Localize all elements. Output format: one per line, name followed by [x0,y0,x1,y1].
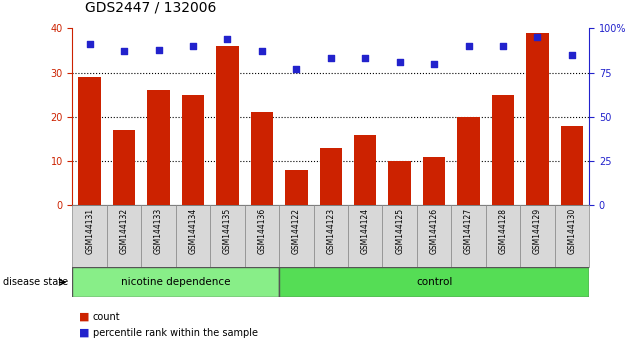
Text: GSM144124: GSM144124 [361,208,370,254]
Bar [251,113,273,205]
Text: count: count [93,312,120,322]
Bar [561,126,583,205]
Bar [389,161,411,205]
Text: GSM144127: GSM144127 [464,208,473,254]
Text: GDS2447 / 132006: GDS2447 / 132006 [85,0,217,14]
Point [464,43,474,49]
Point [532,34,542,40]
Point [222,36,232,42]
Bar [279,267,589,297]
Bar [417,205,451,267]
Text: GSM144132: GSM144132 [120,208,129,254]
Bar [486,205,520,267]
Bar [279,205,314,267]
Bar [285,170,307,205]
Text: percentile rank within the sample: percentile rank within the sample [93,328,258,338]
Bar [79,77,101,205]
Text: control: control [416,277,452,287]
Bar [244,205,279,267]
Text: GSM144125: GSM144125 [395,208,404,254]
Bar [141,205,176,267]
Bar [113,130,135,205]
Point [360,56,370,61]
Text: GSM144134: GSM144134 [188,208,197,254]
Point [154,47,164,52]
Bar [492,95,514,205]
Bar [382,205,417,267]
Bar [319,148,342,205]
Text: GSM144133: GSM144133 [154,208,163,254]
Point [567,52,577,58]
Bar [520,205,554,267]
Point [429,61,439,67]
Bar [526,33,549,205]
Text: GSM144135: GSM144135 [223,208,232,254]
Bar [72,205,107,267]
Text: GSM144128: GSM144128 [498,208,507,254]
Bar [210,205,244,267]
Text: GSM144123: GSM144123 [326,208,335,254]
Bar [354,135,376,205]
Bar [147,90,169,205]
Text: GSM144131: GSM144131 [85,208,94,254]
Text: GSM144122: GSM144122 [292,208,301,254]
Text: disease state: disease state [3,277,68,287]
Point [498,43,508,49]
Bar [176,205,210,267]
Bar [216,46,239,205]
Bar [72,267,279,297]
Point [394,59,404,65]
Point [84,41,94,47]
Point [326,56,336,61]
Bar [457,117,479,205]
Bar [314,205,348,267]
Bar [107,205,141,267]
Text: GSM144129: GSM144129 [533,208,542,254]
Point [257,48,267,54]
Point [291,66,301,72]
Point [119,48,129,54]
Text: GSM144126: GSM144126 [430,208,438,254]
Bar [554,205,589,267]
Bar [182,95,204,205]
Text: GSM144136: GSM144136 [258,208,266,254]
Point [188,43,198,49]
Bar [423,156,445,205]
Text: GSM144130: GSM144130 [568,208,576,254]
Text: ■: ■ [79,328,89,338]
Bar [348,205,382,267]
Bar [451,205,486,267]
Text: nicotine dependence: nicotine dependence [121,277,231,287]
Text: ■: ■ [79,312,89,322]
